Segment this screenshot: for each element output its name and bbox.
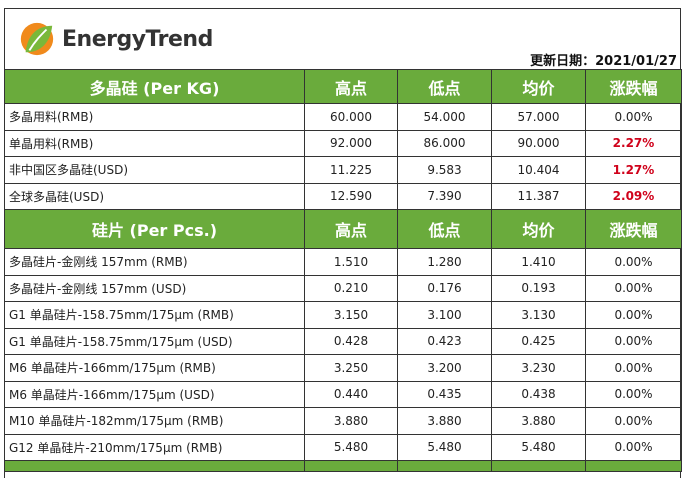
column-header: 均价	[491, 209, 586, 249]
change-percent: 0.00%	[585, 354, 682, 382]
product-name: 全球多晶硅(USD)	[4, 182, 305, 210]
table-row: 单晶用料(RMB) 92.000 86.000 90.000 2.27%	[4, 129, 682, 157]
table-row: G1 单晶硅片-158.75mm/175μm (RMB) 3.150 3.100 3.…	[4, 301, 682, 329]
avg-price: 57.000	[491, 103, 586, 131]
low-price: 3.200	[397, 354, 492, 382]
change-percent: 0.00%	[585, 274, 682, 302]
product-name: M10 单晶硅片-182mm/175μm (RMB)	[4, 407, 305, 435]
change-percent: 2.27%	[585, 129, 682, 157]
table-row: M6 单晶硅片-166mm/175μm (RMB) 3.250 3.200 3.230…	[4, 354, 682, 382]
low-price: 7.390	[397, 182, 492, 210]
change-percent: 0.00%	[585, 433, 682, 461]
table-row: G12 单晶硅片-210mm/175μm (RMB) 5.480 5.480 5.48…	[4, 433, 682, 461]
table-row: M6 单晶硅片-166mm/175μm (USD) 0.440 0.435 0.438…	[4, 380, 682, 408]
table-row: G1 单晶硅片-158.75mm/175μm (USD) 0.428 0.423 0.…	[4, 327, 682, 355]
table-row: 多晶用料(RMB) 60.000 54.000 57.000 0.00%	[4, 103, 682, 131]
avg-price: 1.410	[491, 248, 586, 276]
high-price: 12.590	[304, 182, 398, 210]
section-title: 硅片 (Per Pcs.)	[4, 209, 305, 249]
avg-price: 90.000	[491, 129, 586, 157]
avg-price: 11.387	[491, 182, 586, 210]
avg-price: 3.130	[491, 301, 586, 329]
avg-price: 5.480	[491, 433, 586, 461]
avg-price: 3.230	[491, 354, 586, 382]
avg-price: 0.193	[491, 274, 586, 302]
low-price: 0.423	[397, 327, 492, 355]
high-price: 0.210	[304, 274, 398, 302]
avg-price: 10.404	[491, 156, 586, 184]
high-price: 60.000	[304, 103, 398, 131]
high-price: 0.440	[304, 380, 398, 408]
low-price: 54.000	[397, 103, 492, 131]
product-name: G1 单晶硅片-158.75mm/175μm (USD)	[4, 327, 305, 355]
leaf-logo-icon	[20, 22, 54, 56]
section-header: 多晶硅 (Per KG) 高点 低点 均价 涨跌幅	[4, 69, 682, 104]
column-header: 高点	[304, 69, 398, 104]
low-price: 3.100	[397, 301, 492, 329]
update-date: 更新日期：2021/01/27	[530, 54, 677, 69]
table-row: M10 单晶硅片-182mm/175μm (RMB) 3.880 3.880 3.88…	[4, 407, 682, 435]
change-percent: 0.00%	[585, 301, 682, 329]
price-table: 多晶硅 (Per KG) 高点 低点 均价 涨跌幅 多晶用料(RMB) 60.000 54.0…	[4, 69, 682, 472]
low-price: 0.435	[397, 380, 492, 408]
change-percent: 1.27%	[585, 156, 682, 184]
section-header: 硅片 (Per Pcs.) 高点 低点 均价 涨跌幅	[4, 209, 682, 249]
high-price: 0.428	[304, 327, 398, 355]
change-percent: 0.00%	[585, 380, 682, 408]
product-name: M6 单晶硅片-166mm/175μm (USD)	[4, 380, 305, 408]
low-price: 9.583	[397, 156, 492, 184]
high-price: 3.880	[304, 407, 398, 435]
brand-name: EnergyTrend	[62, 26, 213, 52]
product-name: 单晶用料(RMB)	[4, 129, 305, 157]
next-section-header	[4, 460, 682, 472]
change-percent: 0.00%	[585, 327, 682, 355]
high-price: 11.225	[304, 156, 398, 184]
product-name: 非中国区多晶硅(USD)	[4, 156, 305, 184]
low-price: 0.176	[397, 274, 492, 302]
high-price: 3.150	[304, 301, 398, 329]
low-price: 1.280	[397, 248, 492, 276]
high-price: 92.000	[304, 129, 398, 157]
section-title: 多晶硅 (Per KG)	[4, 69, 305, 104]
change-percent: 0.00%	[585, 248, 682, 276]
product-name: 多晶硅片-金刚线 157mm (USD)	[4, 274, 305, 302]
table-row: 多晶硅片-金刚线 157mm (RMB) 1.510 1.280 1.410 0.00%	[4, 248, 682, 276]
column-header: 低点	[397, 209, 492, 249]
column-header: 涨跌幅	[585, 209, 682, 249]
low-price: 3.880	[397, 407, 492, 435]
column-header: 涨跌幅	[585, 69, 682, 104]
high-price: 3.250	[304, 354, 398, 382]
column-header: 低点	[397, 69, 492, 104]
high-price: 1.510	[304, 248, 398, 276]
change-percent: 2.09%	[585, 182, 682, 210]
product-name: 多晶硅片-金刚线 157mm (RMB)	[4, 248, 305, 276]
avg-price: 3.880	[491, 407, 586, 435]
column-header: 高点	[304, 209, 398, 249]
table-row: 全球多晶硅(USD) 12.590 7.390 11.387 2.09%	[4, 182, 682, 210]
energytrend-logo: EnergyTrend	[18, 20, 213, 58]
product-name: 多晶用料(RMB)	[4, 103, 305, 131]
table-row: 多晶硅片-金刚线 157mm (USD) 0.210 0.176 0.193 0.00%	[4, 274, 682, 302]
table-row: 非中国区多晶硅(USD) 11.225 9.583 10.404 1.27%	[4, 156, 682, 184]
column-header: 均价	[491, 69, 586, 104]
avg-price: 0.425	[491, 327, 586, 355]
product-name: M6 单晶硅片-166mm/175μm (RMB)	[4, 354, 305, 382]
high-price: 5.480	[304, 433, 398, 461]
product-name: G1 单晶硅片-158.75mm/175μm (RMB)	[4, 301, 305, 329]
low-price: 86.000	[397, 129, 492, 157]
product-name: G12 单晶硅片-210mm/175μm (RMB)	[4, 433, 305, 461]
avg-price: 0.438	[491, 380, 586, 408]
low-price: 5.480	[397, 433, 492, 461]
change-percent: 0.00%	[585, 407, 682, 435]
change-percent: 0.00%	[585, 103, 682, 131]
